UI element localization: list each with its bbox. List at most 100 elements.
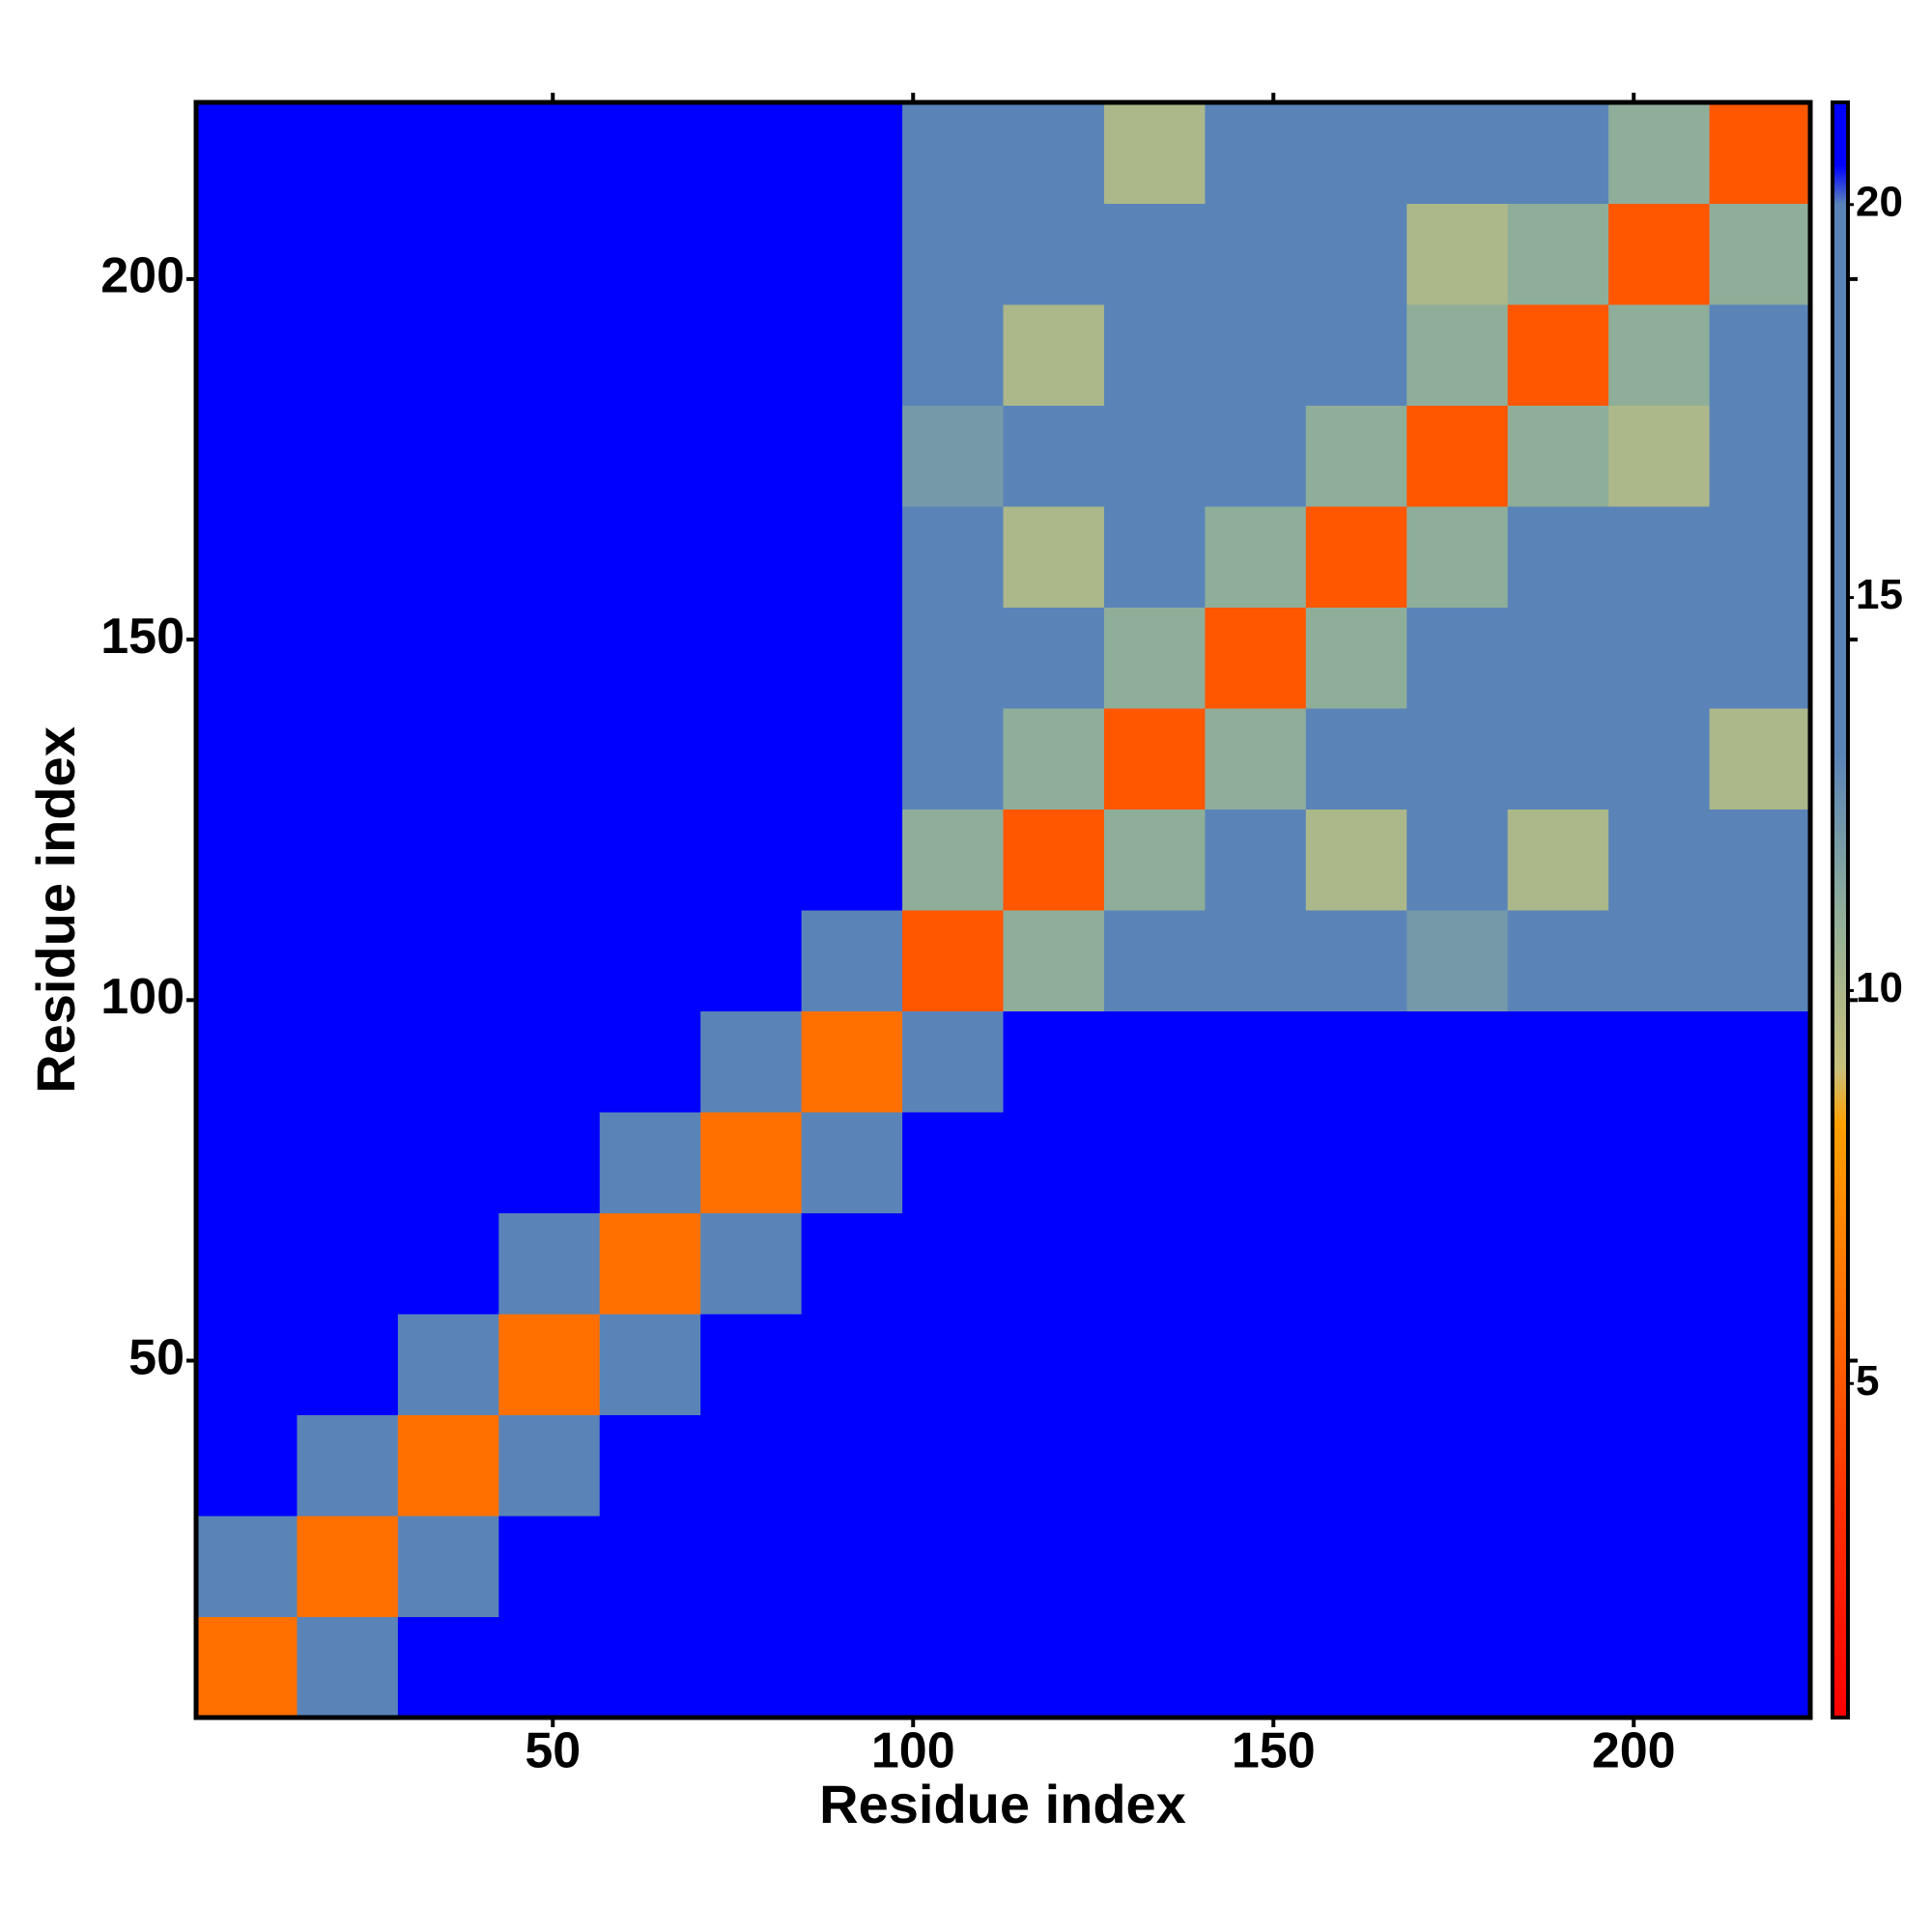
- heatmap-cell: [1103, 607, 1206, 709]
- heatmap-cell: [196, 809, 298, 911]
- heatmap-cell: [1406, 203, 1509, 305]
- heatmap-cell: [1205, 506, 1307, 608]
- heatmap-cell: [1709, 102, 1811, 204]
- heatmap-cell: [1709, 1414, 1811, 1517]
- heatmap-cell: [1103, 1314, 1206, 1415]
- heatmap-cell: [1103, 1414, 1206, 1517]
- heatmap-cell: [1507, 1414, 1609, 1517]
- heatmap-cell: [599, 405, 701, 507]
- heatmap-cell: [397, 304, 499, 406]
- heatmap-cell: [1103, 1616, 1206, 1719]
- heatmap-cell: [397, 708, 499, 810]
- heatmap-cell: [801, 1314, 903, 1415]
- heatmap-cell: [1608, 203, 1711, 305]
- heatmap-cell: [297, 910, 399, 1011]
- heatmap-cell: [700, 910, 803, 1011]
- heatmap-cell: [1507, 607, 1609, 709]
- heatmap-cell: [1608, 1112, 1711, 1213]
- heatmap-cell: [297, 1616, 399, 1719]
- heatmap-cell: [1709, 1112, 1811, 1213]
- heatmap-cell: [1103, 506, 1206, 608]
- heatmap-cell: [1709, 1616, 1811, 1719]
- heatmap-cell: [1507, 1010, 1609, 1113]
- heatmap-cell: [498, 607, 601, 709]
- heatmap-cell: [1103, 1010, 1206, 1113]
- heatmap-cell: [397, 1212, 499, 1315]
- colorbar-tick-label: 15: [1856, 571, 1903, 618]
- heatmap-cell: [1103, 203, 1206, 305]
- heatmap-cell: [498, 708, 601, 810]
- heatmap-cell: [1205, 1010, 1307, 1113]
- heatmap-cell: [1305, 607, 1407, 709]
- heatmap-cell: [1305, 405, 1407, 507]
- heatmap-cell: [1406, 1212, 1509, 1315]
- heatmap-cell: [1406, 1010, 1509, 1113]
- x-tick-label: 100: [871, 1723, 955, 1779]
- heatmap-cell: [397, 102, 499, 204]
- heatmap-cell: [397, 1616, 499, 1719]
- heatmap-cell: [498, 910, 601, 1011]
- heatmap-cell: [498, 506, 601, 608]
- heatmap-cell: [1205, 1516, 1307, 1617]
- heatmap-cell: [1103, 1212, 1206, 1315]
- heatmap-cell: [1305, 1616, 1407, 1719]
- heatmap-cell: [700, 1414, 803, 1517]
- heatmap-cell: [902, 1112, 1004, 1213]
- heatmap-cell: [498, 1314, 601, 1415]
- heatmap-cell: [1709, 203, 1811, 305]
- heatmap-cell: [1205, 1112, 1307, 1213]
- heatmap-cell: [1507, 506, 1609, 608]
- heatmap-cell: [196, 1010, 298, 1113]
- heatmap-cell: [700, 203, 803, 305]
- heatmap-cell: [1003, 1314, 1105, 1415]
- heatmap-cell: [1003, 1516, 1105, 1617]
- heatmap-cell: [1003, 1212, 1105, 1315]
- heatmap-cell: [1406, 1616, 1509, 1719]
- heatmap-cell: [196, 102, 298, 204]
- heatmap-cell: [1406, 405, 1509, 507]
- heatmap-cell: [599, 1112, 701, 1213]
- heatmap-cell: [498, 809, 601, 911]
- heatmap-cell: [1406, 1112, 1509, 1213]
- heatmap-cell: [1507, 1212, 1609, 1315]
- heatmap-cell: [700, 1516, 803, 1617]
- heatmap-cell: [1709, 304, 1811, 406]
- heatmap-cell: [196, 1112, 298, 1213]
- heatmap-cell: [1507, 203, 1609, 305]
- heatmap-cell: [801, 1212, 903, 1315]
- heatmap-cell: [1507, 1112, 1609, 1213]
- heatmap-cell: [599, 1616, 701, 1719]
- heatmap-cell: [1608, 1212, 1711, 1315]
- heatmap-cell: [196, 708, 298, 810]
- heatmap-cell: [700, 809, 803, 911]
- heatmap-cell: [1608, 1616, 1711, 1719]
- heatmap-cell: [599, 809, 701, 911]
- heatmap-cell: [700, 304, 803, 406]
- heatmap-cell: [902, 405, 1004, 507]
- heatmap-cell: [196, 1212, 298, 1315]
- heatmap-cell: [196, 506, 298, 608]
- x-tick-label: 200: [1592, 1723, 1676, 1779]
- heatmap-cell: [1608, 304, 1711, 406]
- heatmap-cell: [1305, 1212, 1407, 1315]
- heatmap-cell: [1205, 708, 1307, 810]
- heatmap-cell: [1003, 708, 1105, 810]
- heatmap-cell: [801, 910, 903, 1011]
- heatmap-cell: [297, 304, 399, 406]
- heatmap-cell: [1205, 809, 1307, 911]
- x-axis-title: Residue index: [819, 1774, 1186, 1834]
- heatmap-cell: [1103, 405, 1206, 507]
- heatmap-cell: [902, 203, 1004, 305]
- heatmap-cell: [801, 1010, 903, 1113]
- heatmap-cell: [599, 607, 701, 709]
- heatmap-cell: [1305, 809, 1407, 911]
- heatmap-cell: [700, 1314, 803, 1415]
- heatmap-cell: [1103, 102, 1206, 204]
- heatmap-cell: [902, 506, 1004, 608]
- heatmap-cell: [700, 708, 803, 810]
- heatmap-cell: [801, 506, 903, 608]
- x-tick-label: 50: [525, 1723, 581, 1779]
- heatmap-cell: [801, 1516, 903, 1617]
- x-tick-label: 150: [1232, 1723, 1316, 1779]
